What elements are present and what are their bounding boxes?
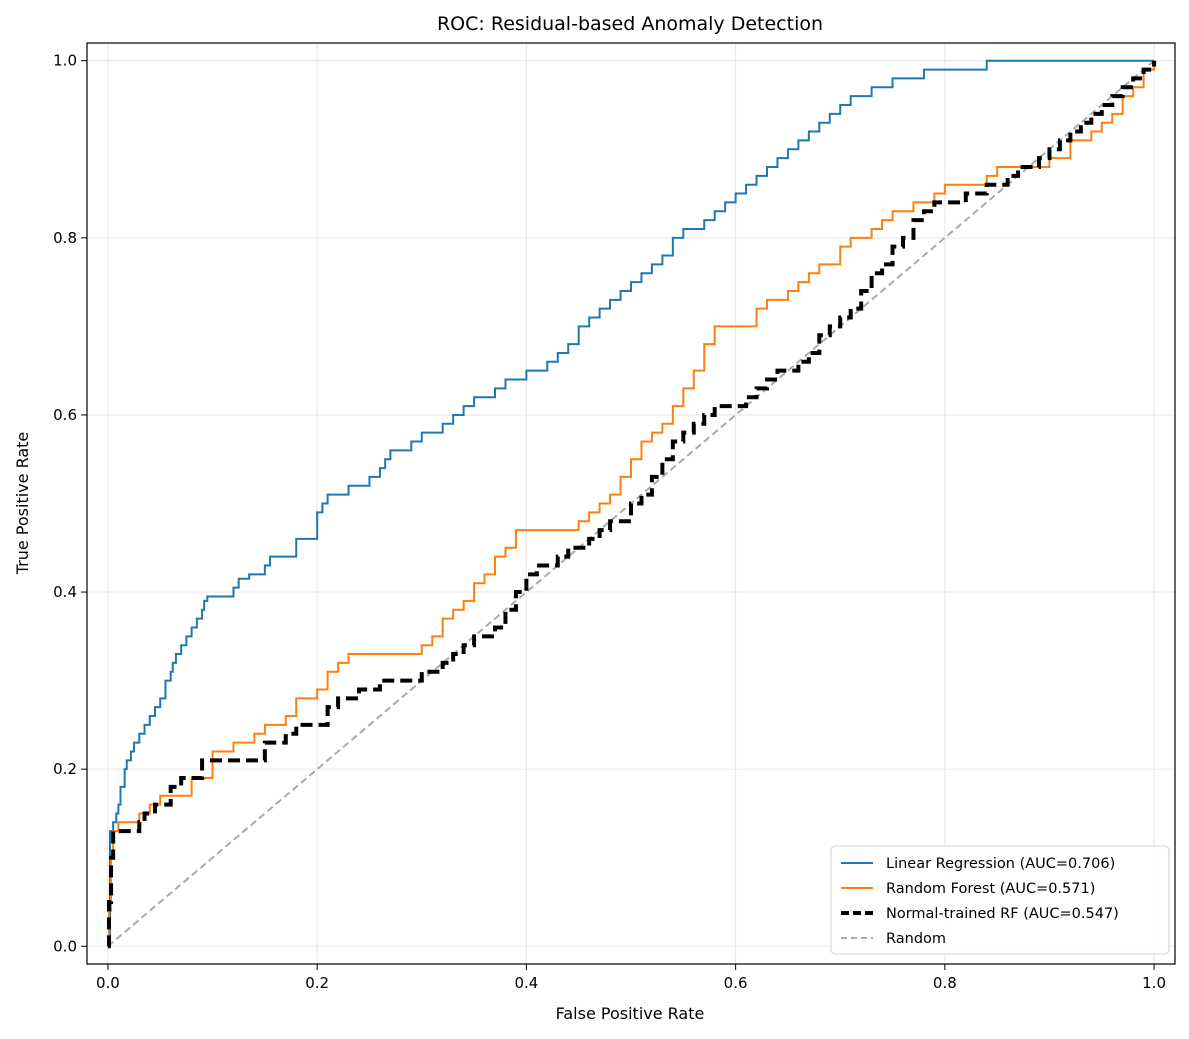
chart-title: ROC: Residual-based Anomaly Detection (437, 13, 823, 35)
y-tick-label: 0.6 (53, 406, 77, 424)
x-tick-label: 0.6 (724, 974, 748, 992)
x-tick-label: 1.0 (1142, 974, 1166, 992)
y-axis-label: True Positive Rate (13, 432, 32, 576)
ticks: 0.0 0.2 0.4 0.6 0.8 1.0 0.0 0.2 0.4 0.6 0.8 1.0 (53, 52, 1166, 992)
x-tick-label: 0.2 (305, 974, 329, 992)
y-tick-label: 0.2 (53, 760, 77, 778)
series-line-0 (107, 59, 1155, 948)
legend-box (830, 845, 1170, 955)
legend-entry: Random (886, 931, 946, 947)
series-layer (106, 59, 1157, 949)
legend: Linear Regression (AUC=0.706) Random Fore… (830, 845, 1170, 955)
series-line-1 (107, 60, 1156, 948)
x-axis-label: False Positive Rate (556, 1004, 705, 1023)
series-line-2 (106, 60, 1157, 949)
y-tick-label: 0.8 (53, 229, 77, 247)
y-tick-label: 1.0 (53, 52, 77, 70)
legend-entry: Linear Regression (AUC=0.706) (886, 856, 1115, 872)
grid (87, 43, 1175, 964)
legend-entry: Random Forest (AUC=0.571) (886, 881, 1095, 897)
plot-frame (86, 42, 1176, 965)
x-tick-label: 0.4 (514, 974, 538, 992)
x-tick-label: 0.8 (933, 974, 957, 992)
y-tick-label: 0.4 (53, 583, 77, 601)
legend-entry: Normal-trained RF (AUC=0.547) (886, 906, 1119, 922)
x-tick-label: 0.0 (96, 974, 120, 992)
y-tick-label: 0.0 (53, 937, 77, 955)
